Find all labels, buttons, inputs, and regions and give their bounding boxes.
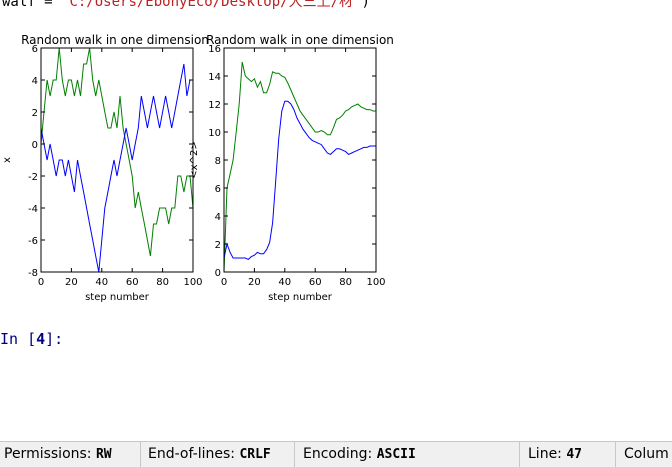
series-line-1	[223, 61, 376, 273]
y-tick-label: -6	[28, 236, 38, 247]
eol-label: End-of-lines:	[148, 446, 235, 462]
x-tick-label: 40	[278, 277, 291, 288]
prompt-label: In [	[0, 330, 37, 348]
line-label: Line:	[528, 446, 562, 462]
status-eol: End-of-lines: CRLF	[148, 446, 271, 462]
y-tick-label: -2	[28, 172, 38, 183]
column-label: Colum	[624, 446, 669, 462]
x-axis-label: step number	[268, 292, 333, 303]
x-tick-label: 60	[126, 277, 139, 288]
x-axis-label: step number	[85, 292, 150, 303]
axes-frame	[40, 47, 194, 273]
y-tick-label: 6	[32, 44, 38, 55]
eol-value: CRLF	[239, 447, 271, 462]
y-tick-label: 10	[208, 128, 221, 139]
y-tick-label: -4	[28, 204, 38, 215]
chart-title: Random walk in one dimension	[21, 33, 209, 47]
status-separator	[615, 442, 616, 467]
y-tick-label: 2	[215, 240, 221, 251]
x-tick-label: 20	[65, 277, 78, 288]
status-bar: Permissions: RW End-of-lines: CRLF Encod…	[0, 441, 672, 467]
status-separator	[294, 442, 295, 467]
y-tick-label: 4	[32, 76, 38, 87]
prompt-suffix: ]:	[45, 330, 64, 348]
status-line: Line: 47	[528, 446, 582, 462]
code-output-line: walf = 'C:/Users/EbonyEco/Desktop/大三上/材'…	[2, 0, 370, 11]
x-tick-label: 0	[221, 277, 227, 288]
y-tick-label: 12	[208, 100, 221, 111]
axes-frame	[223, 47, 377, 273]
y-tick-label: 8	[215, 156, 221, 167]
series-line-1	[40, 47, 194, 257]
y-tick-label: 0	[215, 268, 221, 279]
y-tick-label: 0	[32, 140, 38, 151]
y-tick-label: 4	[215, 212, 221, 223]
y-axis-label: <x^2>	[189, 141, 200, 178]
status-column: Colum	[624, 446, 669, 462]
x-tick-label: 20	[248, 277, 261, 288]
status-separator	[140, 442, 141, 467]
line-value: 47	[566, 447, 583, 462]
series-line-2	[223, 100, 376, 260]
y-tick-label: 6	[215, 184, 221, 195]
x-tick-label: 60	[309, 277, 322, 288]
prompt-number: 4	[36, 330, 46, 348]
y-tick-label: 16	[208, 44, 221, 55]
x-tick-label: 80	[156, 277, 169, 288]
status-encoding: Encoding: ASCII	[303, 446, 416, 462]
x-tick-label: 40	[95, 277, 108, 288]
encoding-label: Encoding:	[303, 446, 373, 462]
x-tick-label: 100	[183, 277, 202, 288]
status-permissions: Permissions: RW	[4, 446, 112, 462]
y-tick-label: -8	[28, 268, 38, 279]
encoding-value: ASCII	[376, 447, 416, 462]
permissions-label: Permissions:	[4, 446, 92, 462]
y-tick-label: 2	[32, 108, 38, 119]
x-tick-label: 0	[38, 277, 44, 288]
y-tick-label: 14	[208, 72, 221, 83]
x-tick-label: 80	[339, 277, 352, 288]
x-tick-label: 100	[366, 277, 385, 288]
status-separator	[519, 442, 520, 467]
input-prompt[interactable]: In [4]:	[0, 330, 63, 348]
code-suffix: )	[361, 0, 370, 10]
code-string: 'C:/Users/EbonyEco/Desktop/大三上/材'	[61, 0, 362, 10]
y-axis-label: x	[2, 157, 13, 163]
chart-title: Random walk in one dimension	[206, 33, 394, 47]
permissions-value: RW	[95, 447, 112, 462]
series-line-2	[40, 63, 193, 273]
code-prefix: walf =	[2, 0, 62, 10]
